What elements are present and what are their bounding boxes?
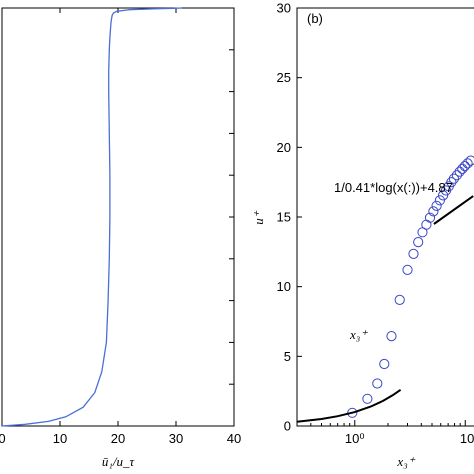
panel-a-x-tick-labels: 0 10 20 30 40 — [0, 431, 241, 446]
y-tick-label: 20 — [277, 140, 291, 155]
data-point — [386, 331, 397, 342]
data-point — [428, 206, 439, 217]
y-tick-label: 30 — [277, 1, 291, 16]
x-tick-label: 0 — [0, 431, 6, 446]
data-point — [408, 248, 419, 259]
data-point — [457, 163, 468, 174]
viscous-sublayer-line — [296, 388, 402, 423]
x-tick-label: 10⁰ — [345, 431, 365, 446]
data-point — [438, 190, 449, 201]
panel-b-label: (b) — [307, 11, 323, 26]
data-point — [413, 237, 424, 248]
data-point — [362, 393, 373, 404]
mean-velocity-curve — [1, 7, 182, 427]
data-point — [446, 177, 457, 188]
panel-a: 0 10 20 30 40 ū₁/u_τ — [0, 7, 241, 469]
panel-b-x-tick-labels: 10⁰ 10¹ — [345, 431, 474, 446]
data-point — [421, 219, 432, 230]
x-tick-label: 10¹ — [460, 431, 474, 446]
x-tick-label: 30 — [169, 431, 183, 446]
data-point — [454, 166, 465, 177]
panel-b-ticks — [297, 7, 466, 427]
y-tick-label: 25 — [277, 70, 291, 85]
y-tick-label: 10 — [277, 279, 291, 294]
panel-b-y-axis-label: u⁺ — [251, 210, 266, 225]
data-point — [372, 378, 383, 389]
data-point — [459, 161, 470, 172]
data-point — [424, 212, 436, 223]
data-point — [379, 358, 390, 370]
panel-a-ticks — [1, 7, 235, 427]
data-point — [402, 264, 413, 275]
y-tick-label: 15 — [277, 210, 291, 225]
panel-a-frame — [1, 7, 235, 427]
panel-a-x-axis-label: ū₁/u_τ — [102, 454, 136, 469]
panel-b: 0 5 10 15 20 25 30 10⁰ 10¹ (b) x₃⁺ 1/0.41*log(x… — [251, 1, 474, 469]
x-tick-label: 40 — [227, 431, 241, 446]
data-point — [465, 155, 474, 166]
data-point — [451, 170, 462, 181]
x-tick-label: 10 — [53, 431, 67, 446]
data-point — [448, 173, 459, 184]
data-point — [431, 200, 442, 211]
y-tick-label: 0 — [284, 419, 291, 434]
log-law-annotation: 1/0.41*log(x(:))+4.87 — [334, 180, 453, 195]
data-point — [394, 294, 405, 305]
panel-b-markers — [347, 155, 474, 418]
panel-b-x-axis-label: x₃⁺ — [396, 454, 415, 469]
panel-b-frame — [296, 7, 474, 427]
viscous-annotation: x₃⁺ — [349, 327, 368, 342]
panel-b-y-tick-labels: 0 5 10 15 20 25 30 — [277, 1, 291, 434]
x-tick-label: 20 — [111, 431, 125, 446]
data-point — [462, 158, 473, 169]
y-tick-label: 5 — [284, 349, 291, 364]
log-law-line — [433, 195, 474, 225]
